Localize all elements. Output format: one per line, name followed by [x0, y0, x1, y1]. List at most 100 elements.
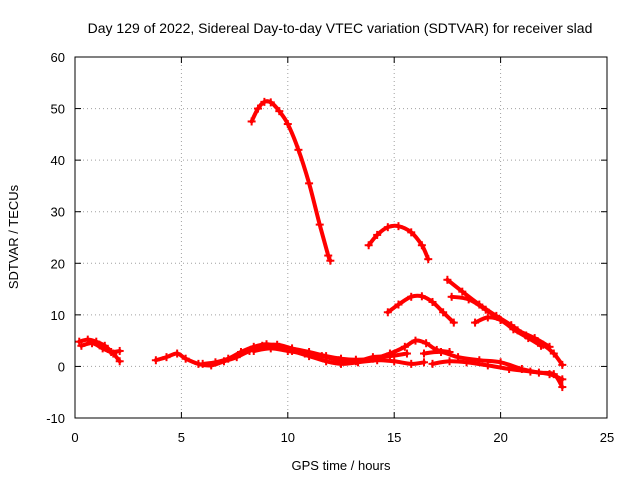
data-point [373, 230, 382, 239]
data-point [524, 334, 533, 343]
data-point [400, 342, 409, 351]
data-point [334, 356, 343, 365]
data-point [449, 318, 458, 327]
data-point [443, 275, 452, 284]
data-point [483, 361, 492, 370]
y-tick-label: 20 [51, 256, 65, 271]
data-point [549, 349, 558, 358]
data-point [496, 316, 505, 325]
data-point [407, 292, 416, 301]
x-axis-label: GPS time / hours [292, 458, 391, 473]
x-tick-label: 5 [178, 430, 185, 445]
x-axis: 0 5 10 15 20 25 [71, 57, 614, 445]
series-group [75, 97, 567, 392]
data-point [422, 339, 431, 348]
data-point [211, 358, 220, 367]
data-point [266, 344, 275, 353]
data-point [326, 256, 335, 265]
data-point [368, 353, 377, 362]
data-point [428, 359, 437, 368]
data-point [558, 360, 567, 369]
data-point [471, 318, 480, 327]
data-point [107, 347, 116, 356]
data-point [275, 107, 284, 116]
y-axis: -10 0 10 20 30 40 50 60 [46, 50, 607, 426]
data-point [505, 365, 514, 374]
data-point [407, 359, 416, 368]
data-point [407, 228, 416, 237]
grid [75, 57, 607, 418]
series-arc-9 [366, 223, 431, 262]
y-tick-label: 0 [58, 359, 65, 374]
data-point [224, 354, 233, 363]
data-point [390, 357, 399, 366]
data-point [458, 287, 467, 296]
data-point [351, 357, 360, 366]
data-point [419, 349, 428, 358]
x-tick-label: 10 [281, 430, 295, 445]
x-tick-label: 25 [600, 430, 614, 445]
data-point [483, 313, 492, 322]
data-point [558, 383, 567, 392]
data-point [394, 222, 403, 231]
data-point [402, 349, 411, 358]
data-point [254, 104, 263, 113]
x-tick-label: 20 [493, 430, 507, 445]
data-point [88, 339, 97, 348]
data-point [417, 292, 426, 301]
y-tick-label: 60 [51, 50, 65, 65]
y-tick-label: 50 [51, 102, 65, 117]
data-point [300, 349, 309, 358]
data-point [173, 349, 182, 358]
data-point [181, 354, 190, 363]
data-point [428, 297, 437, 306]
data-point [439, 308, 448, 317]
data-point [462, 358, 471, 367]
data-point [383, 223, 392, 232]
data-point [283, 120, 292, 129]
data-point [417, 241, 426, 250]
data-point [545, 342, 554, 351]
y-axis-label: SDTVAR / TECUs [6, 184, 21, 289]
data-point [151, 356, 160, 365]
data-point [558, 375, 567, 384]
data-point [545, 370, 554, 379]
data-point [509, 325, 518, 334]
series-arc-7 [430, 359, 565, 382]
data-point [283, 346, 292, 355]
y-tick-label: -10 [46, 411, 65, 426]
data-point [77, 341, 86, 350]
data-point [249, 346, 258, 355]
plot-frame [74, 56, 608, 419]
data-point [437, 347, 446, 356]
x-tick-label: 15 [387, 430, 401, 445]
series-arc-5 [251, 346, 409, 364]
data-point [481, 305, 490, 314]
data-point [411, 336, 420, 345]
data-point [266, 98, 275, 107]
data-point [526, 367, 535, 376]
data-point [162, 353, 171, 362]
x-tick-label: 0 [71, 430, 78, 445]
data-point [385, 352, 394, 361]
data-point [537, 341, 546, 350]
data-point [445, 357, 454, 366]
data-point [98, 344, 107, 353]
data-point [447, 292, 456, 301]
data-point [317, 352, 326, 361]
data-point [383, 308, 392, 317]
data-point [364, 241, 373, 250]
y-tick-label: 40 [51, 153, 65, 168]
data-point [419, 358, 428, 367]
data-point [294, 145, 303, 154]
data-point [75, 337, 84, 346]
data-point [394, 300, 403, 309]
data-point [115, 357, 124, 366]
data-point [236, 347, 245, 356]
series-arc-8 [249, 99, 333, 263]
data-point [464, 295, 473, 304]
data-point [424, 255, 433, 264]
chart-title: Day 129 of 2022, Sidereal Day-to-day VTE… [88, 20, 593, 36]
data-point [315, 220, 324, 229]
